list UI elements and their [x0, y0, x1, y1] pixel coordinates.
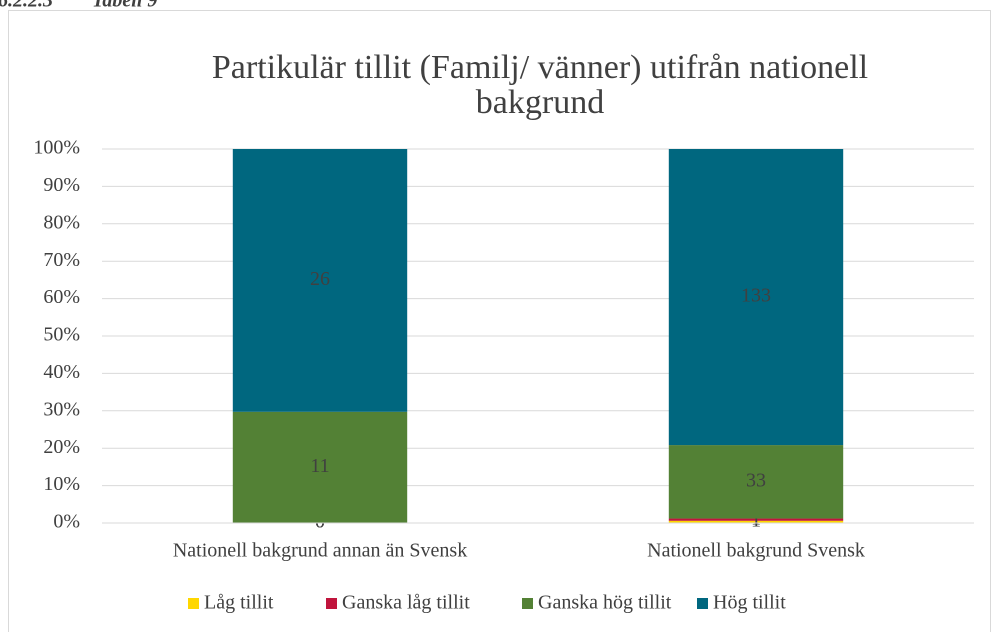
- y-tick-label: 40%: [43, 361, 80, 383]
- bar-segment: [668, 445, 844, 519]
- x-tick-label: Nationell bakgrund annan än Svensk: [173, 540, 467, 562]
- y-tick-label: 30%: [43, 398, 80, 420]
- chart-title: Partikulär tillit (Familj/ vänner) utifr…: [212, 49, 868, 121]
- data-label: 11: [310, 455, 329, 477]
- heading-label: Tabell 9: [92, 0, 157, 12]
- bar-segment: [668, 518, 844, 521]
- bar-segment: [232, 411, 408, 523]
- y-tick-label: 60%: [43, 286, 80, 308]
- bar-segment: [668, 520, 844, 523]
- data-label: 26: [310, 268, 330, 290]
- heading-number: 6.2.2.3: [0, 0, 53, 12]
- y-tick-label: 0%: [53, 511, 80, 533]
- legend-label: Låg tillit: [204, 592, 274, 614]
- legend-label: Ganska hög tillit: [538, 592, 672, 614]
- y-tick-label: 20%: [43, 436, 80, 458]
- y-tick-label: 50%: [43, 324, 80, 346]
- bar-segment: [232, 149, 408, 412]
- data-label: 33: [746, 469, 766, 491]
- data-label: 133: [741, 285, 771, 307]
- legend-label: Ganska låg tillit: [342, 592, 470, 614]
- legend-swatch: [697, 598, 708, 609]
- bar-segment: [668, 149, 844, 446]
- y-tick-label: 10%: [43, 473, 80, 495]
- legend-swatch: [522, 598, 533, 609]
- y-tick-label: 70%: [43, 249, 80, 271]
- legend-swatch: [188, 598, 199, 609]
- legend-label: Hög tillit: [713, 592, 786, 614]
- y-tick-label: 80%: [43, 211, 80, 233]
- y-tick-label: 100%: [33, 137, 80, 159]
- y-tick-label: 90%: [43, 174, 80, 196]
- x-tick-label: Nationell bakgrund Svensk: [647, 540, 865, 562]
- legend-swatch: [326, 598, 337, 609]
